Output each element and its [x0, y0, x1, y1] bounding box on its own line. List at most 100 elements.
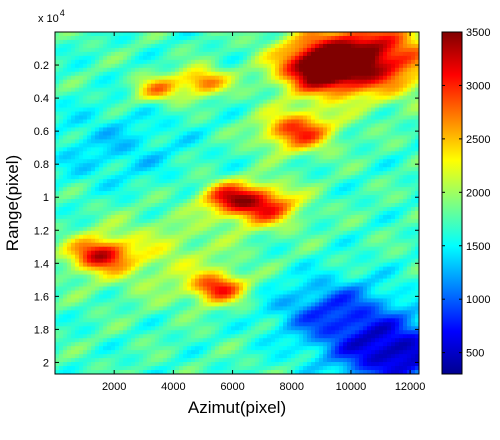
heatmap-cell — [351, 183, 356, 188]
heatmap-cell — [291, 234, 296, 240]
heatmap-cell — [319, 155, 324, 160]
heatmap-cell — [323, 35, 328, 41]
heatmap-cell — [335, 75, 340, 81]
heatmap-cell — [287, 151, 292, 156]
heatmap-cell — [63, 123, 68, 129]
heatmap-cell — [187, 123, 192, 129]
heatmap-cell — [319, 35, 324, 41]
heatmap-cell — [211, 222, 216, 228]
heatmap-cell — [399, 147, 404, 152]
heatmap-cell — [359, 159, 364, 164]
heatmap-cell — [187, 59, 192, 65]
heatmap-cell — [323, 242, 328, 248]
heatmap-cell — [351, 230, 356, 236]
heatmap-cell — [79, 79, 84, 85]
heatmap-cell — [111, 47, 116, 53]
heatmap-cell — [67, 127, 72, 133]
heatmap-cell — [127, 115, 132, 121]
heatmap-cell — [87, 218, 92, 224]
heatmap-cell — [199, 119, 204, 125]
heatmap-cell — [299, 238, 304, 244]
heatmap-cell — [251, 195, 256, 200]
heatmap-cell — [263, 115, 268, 121]
heatmap-cell — [159, 234, 164, 240]
heatmap-cell — [151, 131, 156, 136]
heatmap-cell — [139, 127, 144, 133]
heatmap-cell — [195, 91, 200, 97]
heatmap-cell — [55, 222, 60, 228]
heatmap-cell — [159, 75, 164, 81]
heatmap-cell — [131, 191, 136, 196]
heatmap-cell — [55, 131, 60, 136]
heatmap-cell — [311, 87, 316, 93]
heatmap-cell — [235, 226, 240, 232]
heatmap-cell — [199, 171, 204, 176]
heatmap-cell — [219, 123, 224, 129]
heatmap-cell — [159, 230, 164, 236]
heatmap-cell — [191, 75, 196, 81]
heatmap-cell — [315, 67, 320, 73]
heatmap-cell — [91, 123, 96, 129]
heatmap-cell — [271, 91, 276, 97]
heatmap-cell — [167, 203, 172, 208]
heatmap-cell — [355, 47, 360, 53]
heatmap-cell — [259, 214, 264, 220]
heatmap-cell — [147, 183, 152, 188]
heatmap-cell — [343, 83, 348, 89]
heatmap-cell — [195, 131, 200, 136]
heatmap-cell — [219, 55, 224, 61]
heatmap-cell — [259, 75, 264, 81]
heatmap-cell — [155, 47, 160, 53]
heatmap-cell — [379, 71, 384, 77]
heatmap-cell — [351, 71, 356, 77]
heatmap-cell — [255, 99, 260, 105]
heatmap-cell — [119, 95, 124, 101]
heatmap-cell — [195, 111, 200, 117]
heatmap-cell — [379, 39, 384, 45]
heatmap-cell — [259, 163, 264, 168]
heatmap-cell — [375, 91, 380, 97]
heatmap-cell — [75, 155, 80, 160]
heatmap-cell — [119, 123, 124, 129]
heatmap-cell — [143, 143, 148, 148]
heatmap-cell — [215, 199, 220, 204]
heatmap-cell — [403, 39, 408, 45]
heatmap-cell — [235, 199, 240, 204]
heatmap-cell — [315, 183, 320, 188]
heatmap-cell — [367, 183, 372, 188]
heatmap-cell — [343, 32, 348, 37]
heatmap-cell — [271, 63, 276, 69]
heatmap-cell — [167, 171, 172, 176]
heatmap-cell — [131, 218, 136, 224]
heatmap-cell — [383, 83, 388, 89]
heatmap-cell — [411, 167, 416, 172]
heatmap-cell — [159, 91, 164, 97]
heatmap-cell — [75, 206, 80, 212]
heatmap-cell — [287, 159, 292, 164]
heatmap-cell — [171, 218, 176, 224]
heatmap-cell — [239, 222, 244, 228]
heatmap-cell — [235, 139, 240, 144]
heatmap-cell — [247, 119, 252, 125]
heatmap-cell — [323, 59, 328, 65]
heatmap-cell — [247, 191, 252, 196]
heatmap-cell — [139, 183, 144, 188]
heatmap-cell — [363, 203, 368, 208]
heatmap-cell — [195, 195, 200, 200]
heatmap-cell — [87, 183, 92, 188]
heatmap-cell — [395, 91, 400, 97]
heatmap-cell — [115, 222, 120, 228]
heatmap-cell — [63, 87, 68, 93]
heatmap-cell — [107, 127, 112, 133]
heatmap-cell — [363, 103, 368, 109]
heatmap-cell — [147, 203, 152, 208]
heatmap-cell — [211, 115, 216, 121]
heatmap-cell — [191, 238, 196, 244]
heatmap-cell — [291, 191, 296, 196]
heatmap-cell — [363, 119, 368, 125]
heatmap-cell — [139, 139, 144, 144]
heatmap-cell — [227, 135, 232, 140]
heatmap-cell — [327, 218, 332, 224]
heatmap-cell — [415, 179, 419, 184]
heatmap-cell — [267, 214, 272, 220]
